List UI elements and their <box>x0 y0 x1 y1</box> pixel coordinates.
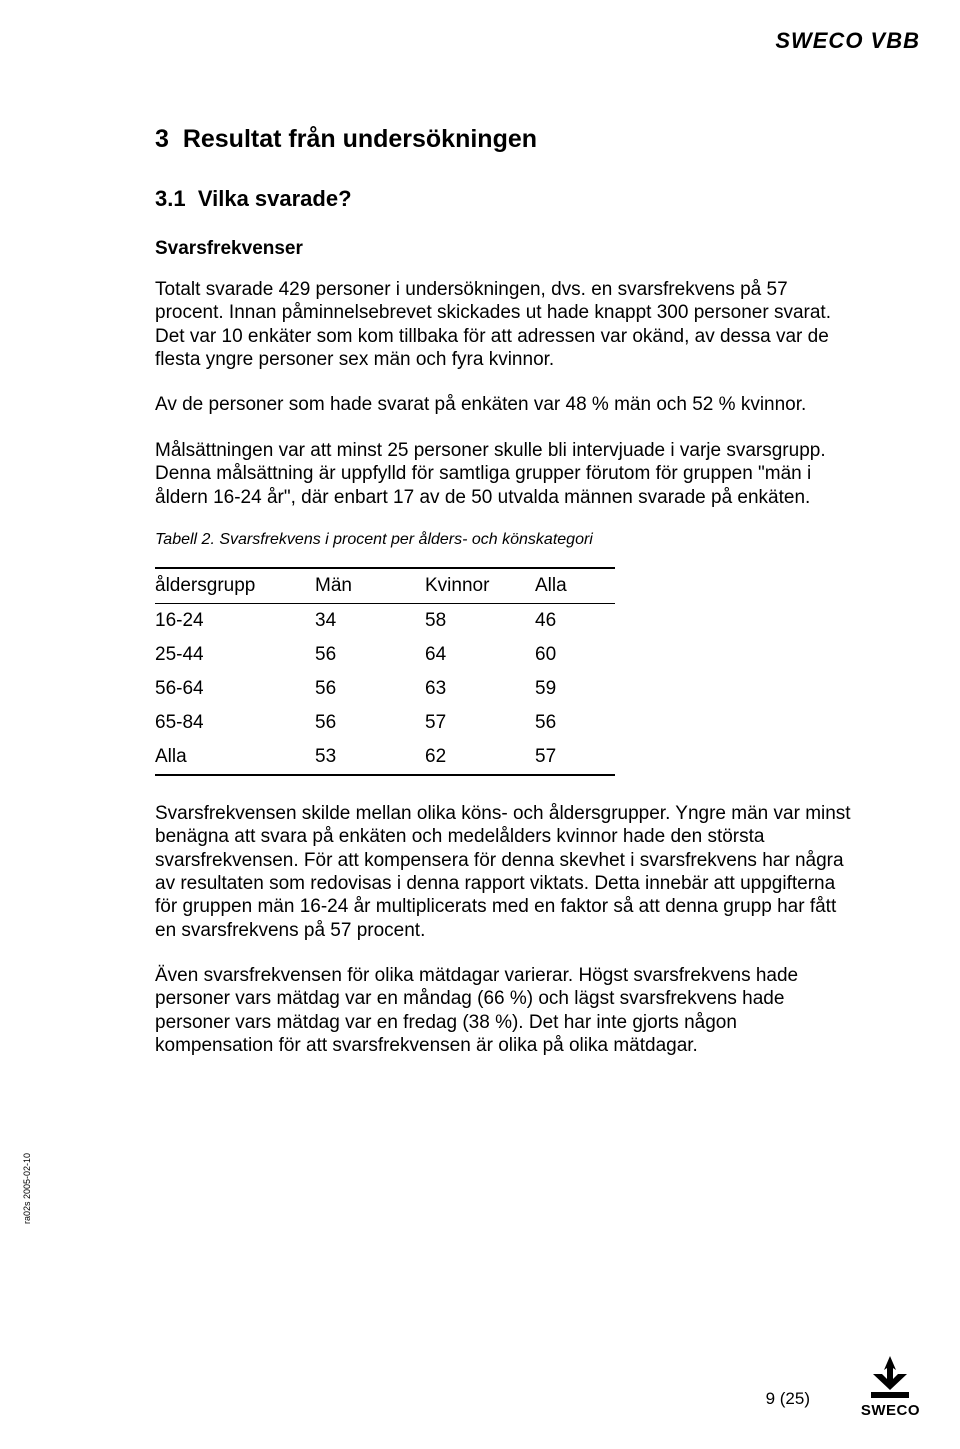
table-cell: 58 <box>425 603 535 638</box>
table-row: 16-24 34 58 46 <box>155 603 615 638</box>
table-row: Alla 53 62 57 <box>155 740 615 775</box>
subsection-title: Vilka svarade? <box>198 186 352 211</box>
table-cell: 57 <box>425 706 535 740</box>
table-caption: Tabell 2. Svarsfrekvens i procent per ål… <box>155 531 855 549</box>
response-rate-table: åldersgrupp Män Kvinnor Alla 16-24 34 58… <box>155 567 615 776</box>
table-header-cell: Alla <box>535 568 615 604</box>
subsection-number: 3.1 <box>155 186 186 211</box>
page-root: SWECO VBB 3 Resultat från undersökningen… <box>0 0 960 1449</box>
paragraph-3: Målsättningen var att minst 25 personer … <box>155 439 855 509</box>
side-revision-label: ra02s 2005-02-10 <box>22 1153 32 1224</box>
footer-logo: SWECO <box>861 1356 920 1419</box>
table-row: 56-64 56 63 59 <box>155 672 615 706</box>
table-cell: 34 <box>315 603 425 638</box>
table-cell: 59 <box>535 672 615 706</box>
table-header-cell: Män <box>315 568 425 604</box>
table-cell: 56 <box>315 672 425 706</box>
table-cell: 63 <box>425 672 535 706</box>
paragraph-1: Totalt svarade 429 personer i undersökni… <box>155 278 855 371</box>
table-cell: 60 <box>535 638 615 672</box>
page-number: 9 (25) <box>766 1389 810 1409</box>
paragraph-4: Svarsfrekvensen skilde mellan olika köns… <box>155 802 855 942</box>
table-row: 65-84 56 57 56 <box>155 706 615 740</box>
content-area: 3 Resultat från undersökningen 3.1 Vilka… <box>155 125 855 1079</box>
header-brand: SWECO VBB <box>775 28 920 54</box>
table-cell: 62 <box>425 740 535 775</box>
table-header-cell: åldersgrupp <box>155 568 315 604</box>
subsection-heading: 3.1 Vilka svarade? <box>155 186 855 212</box>
table-header-cell: Kvinnor <box>425 568 535 604</box>
paragraph-5: Även svarsfrekvensen för olika mätdagar … <box>155 964 855 1057</box>
section-heading: 3 Resultat från undersökningen <box>155 125 855 154</box>
section-title: Resultat från undersökningen <box>183 125 537 153</box>
table-cell: 65-84 <box>155 706 315 740</box>
table-cell: 46 <box>535 603 615 638</box>
table-cell: 56 <box>535 706 615 740</box>
footer-logo-text: SWECO <box>861 1402 920 1419</box>
table-cell: 57 <box>535 740 615 775</box>
table-cell: 56 <box>315 706 425 740</box>
table-cell: 16-24 <box>155 603 315 638</box>
table-cell: 56 <box>315 638 425 672</box>
table-cell: 56-64 <box>155 672 315 706</box>
subsubsection-heading: Svarsfrekvenser <box>155 238 855 260</box>
table-cell: 25-44 <box>155 638 315 672</box>
table-cell: 53 <box>315 740 425 775</box>
table-header-row: åldersgrupp Män Kvinnor Alla <box>155 568 615 604</box>
section-number: 3 <box>155 125 169 153</box>
table-row: 25-44 56 64 60 <box>155 638 615 672</box>
sweco-logo-icon <box>865 1356 915 1400</box>
table-cell: Alla <box>155 740 315 775</box>
table-cell: 64 <box>425 638 535 672</box>
paragraph-2: Av de personer som hade svarat på enkäte… <box>155 393 855 416</box>
